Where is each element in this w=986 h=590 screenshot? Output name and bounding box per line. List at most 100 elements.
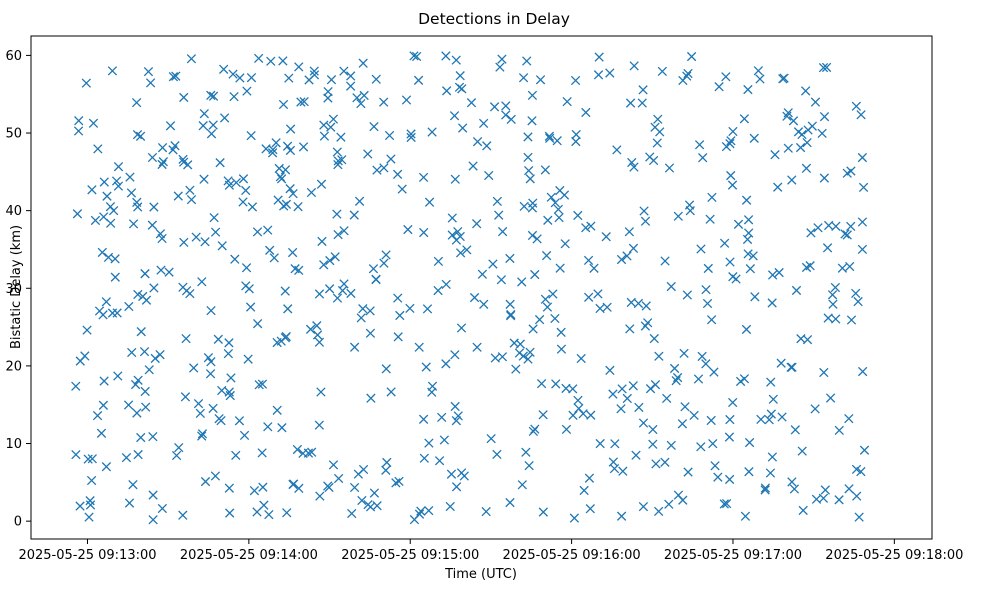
data-point	[454, 82, 465, 92]
data-point	[540, 294, 551, 304]
data-point	[578, 409, 588, 419]
data-point	[93, 144, 103, 154]
data-point	[258, 482, 268, 492]
data-point	[660, 256, 670, 266]
data-point	[594, 52, 604, 62]
data-point	[323, 481, 333, 491]
data-point	[287, 247, 298, 258]
data-point	[294, 265, 304, 275]
data-point	[561, 424, 572, 435]
data-point	[238, 197, 248, 207]
data-point	[666, 281, 676, 292]
data-point	[401, 95, 412, 105]
data-point	[282, 508, 292, 518]
data-point	[150, 353, 160, 364]
data-point	[433, 256, 444, 267]
data-point	[648, 424, 658, 435]
data-point	[347, 508, 357, 519]
data-point	[536, 378, 547, 389]
data-point	[113, 371, 123, 381]
data-point	[393, 332, 403, 342]
data-point	[336, 132, 346, 142]
data-point	[183, 160, 193, 170]
data-point	[234, 416, 245, 426]
data-point	[857, 244, 868, 255]
data-point	[760, 485, 770, 495]
data-point	[640, 216, 651, 226]
x-tick: 2025-05-25 09:17:00	[664, 539, 802, 563]
data-point	[810, 404, 820, 414]
data-point	[455, 231, 465, 242]
data-point	[509, 338, 519, 348]
data-point	[288, 479, 298, 490]
data-point	[235, 73, 245, 83]
data-point	[859, 445, 870, 455]
data-point	[136, 432, 146, 443]
data-point	[787, 477, 797, 487]
data-point	[102, 191, 112, 201]
data-point	[319, 131, 330, 141]
data-point	[379, 258, 389, 268]
data-point	[517, 480, 527, 490]
data-point	[365, 328, 376, 338]
data-point	[305, 324, 316, 334]
data-point	[346, 288, 356, 299]
data-point	[147, 220, 158, 230]
x-tick: 2025-05-25 09:14:00	[180, 539, 318, 563]
data-point	[263, 225, 273, 235]
data-point	[386, 387, 396, 397]
data-point	[744, 437, 755, 448]
data-point	[131, 97, 142, 108]
data-point	[330, 252, 340, 262]
data-point	[132, 197, 142, 207]
data-point	[605, 365, 615, 375]
data-point	[721, 141, 732, 152]
data-point	[802, 137, 812, 148]
data-point	[609, 463, 620, 474]
data-point	[328, 114, 339, 124]
data-point	[714, 82, 724, 92]
data-point	[406, 129, 416, 139]
data-point	[669, 363, 680, 374]
data-point	[230, 254, 240, 264]
data-point	[164, 267, 174, 277]
data-point	[424, 505, 434, 516]
data-point	[349, 210, 359, 220]
data-point	[524, 165, 534, 176]
data-point	[568, 384, 578, 394]
data-point	[217, 385, 227, 396]
data-point	[788, 116, 799, 126]
data-point	[206, 129, 217, 139]
data-point	[203, 353, 214, 363]
data-point	[293, 202, 303, 212]
data-point	[618, 466, 628, 476]
data-point	[846, 315, 857, 325]
data-point	[821, 62, 832, 73]
data-point	[584, 292, 594, 302]
data-point	[760, 483, 771, 493]
data-point	[155, 350, 165, 360]
data-point	[319, 120, 329, 130]
data-point	[707, 192, 717, 203]
data-point	[559, 190, 570, 200]
data-point	[107, 308, 118, 318]
data-point	[206, 305, 216, 316]
data-point	[857, 366, 868, 377]
data-point	[155, 229, 166, 239]
data-point	[662, 393, 672, 404]
data-point	[358, 304, 368, 314]
data-point	[501, 110, 511, 120]
data-point	[278, 99, 289, 110]
data-point	[825, 393, 836, 403]
data-point	[363, 149, 373, 159]
data-point	[395, 310, 405, 321]
data-point	[846, 166, 856, 176]
data-point	[494, 210, 504, 220]
data-point	[776, 358, 786, 368]
data-point	[450, 401, 460, 412]
data-point	[741, 195, 752, 205]
data-point	[586, 410, 596, 420]
data-point	[482, 141, 492, 151]
data-point	[774, 267, 784, 278]
data-point	[551, 379, 561, 389]
